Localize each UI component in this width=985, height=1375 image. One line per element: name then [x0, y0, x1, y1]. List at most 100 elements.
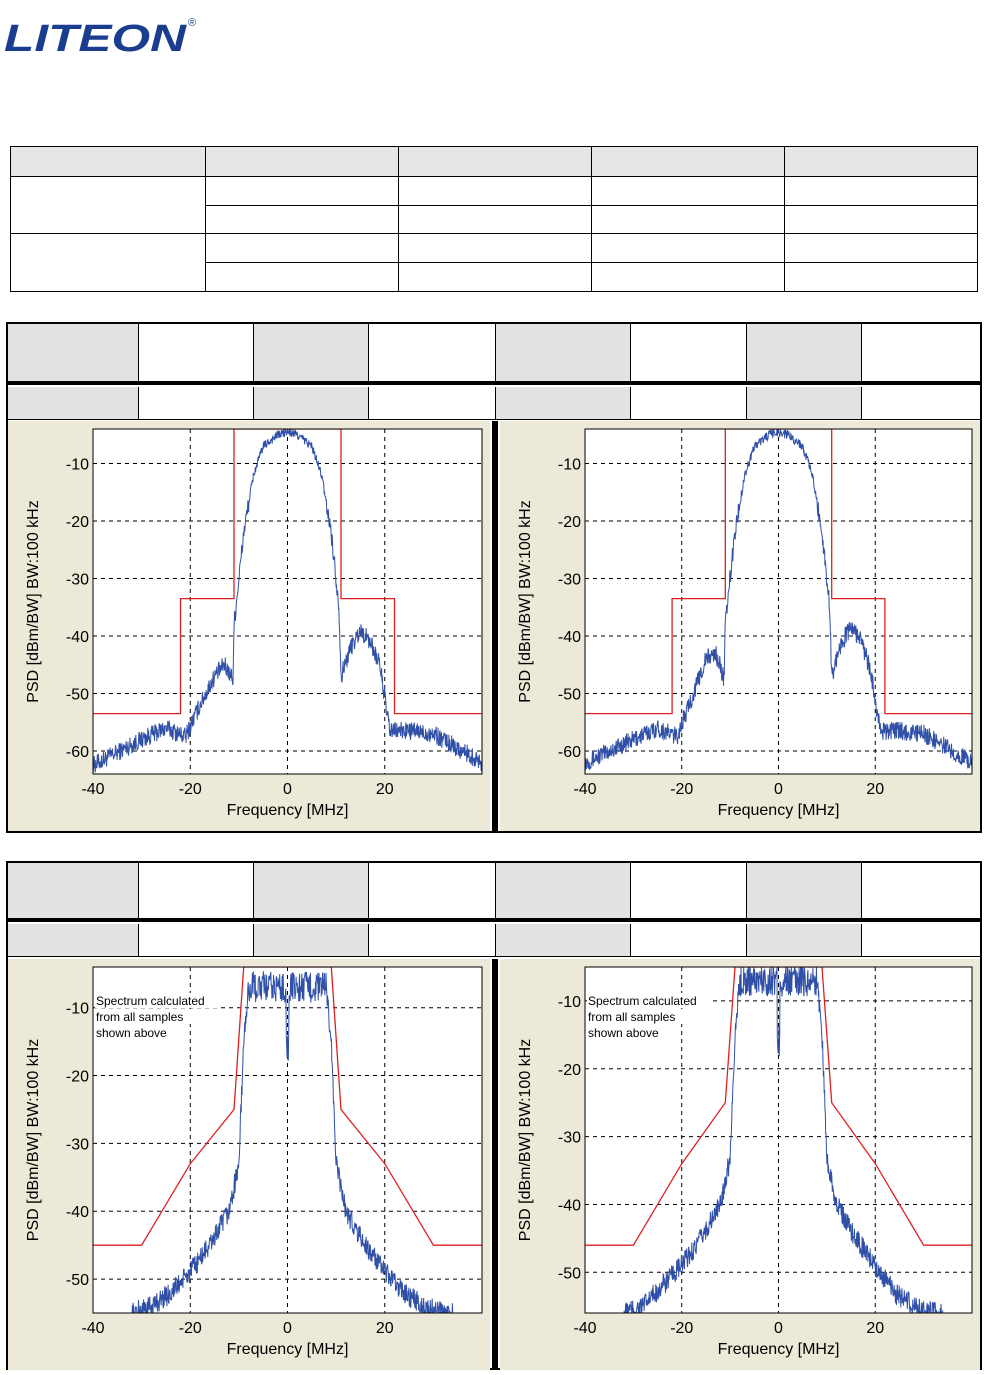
- y-tick-label: -50: [66, 687, 89, 704]
- y-axis-label: PSD [dBm/BW] BW:100 kHz: [25, 1039, 42, 1241]
- y-axis-label: PSD [dBm/BW] BW:100 kHz: [517, 500, 534, 702]
- panel-separator: [8, 918, 980, 922]
- spectrum-panel-2: -40 -20 0 20 -10 -20 -30 -40 -50 Frequency [MHz] P…: [6, 861, 982, 1370]
- y-tick-label: -60: [558, 744, 581, 761]
- y-tick-label: -50: [66, 1272, 89, 1289]
- chart-3: -40 -20 0 20 -10 -20 -30 -40 -50 Frequency [MHz] P…: [8, 959, 490, 1370]
- annotation-bg: [95, 1009, 200, 1024]
- chart-divider: [492, 421, 498, 833]
- y-tick-label: -30: [558, 572, 581, 589]
- table-group-cell: [10, 175, 206, 235]
- plot-frame: [584, 966, 973, 1314]
- chart-2: -40 -20 0 20 -10 -20 -30 -40 -50 -60 Frequency [MH…: [500, 421, 980, 831]
- table-cell: [205, 262, 399, 292]
- annotation-text: Spectrum calculated: [588, 994, 697, 1008]
- table-cell: [398, 204, 592, 235]
- annotation-text: shown above: [588, 1026, 659, 1040]
- spectral-mask-line: [585, 967, 972, 1246]
- y-tick-label: -20: [66, 1069, 89, 1086]
- annotation-text: shown above: [96, 1026, 167, 1040]
- x-tick-label: -40: [573, 1320, 596, 1337]
- panel-header-row: [8, 863, 980, 918]
- y-tick-label: -10: [66, 457, 89, 474]
- plot-frame: [92, 966, 483, 1314]
- y-tick-label: -10: [558, 994, 581, 1011]
- annotation-bg: [587, 1009, 692, 1024]
- annotation-text: from all samples: [96, 1010, 183, 1024]
- x-tick-label: 20: [376, 781, 394, 798]
- x-tick-label: 0: [283, 1320, 292, 1337]
- x-tick-label: -40: [573, 781, 596, 798]
- y-tick-label: -30: [558, 1130, 581, 1147]
- table-cell: [398, 262, 592, 292]
- table-cell: [784, 262, 978, 292]
- x-tick-label: -20: [670, 1320, 693, 1337]
- psd-trace: [623, 967, 944, 1313]
- table-cell: [205, 204, 399, 235]
- table-cell: [398, 175, 592, 206]
- table-header-cell: [205, 146, 399, 177]
- spectral-mask-line: [93, 429, 482, 715]
- x-tick-label: -20: [179, 781, 202, 798]
- psd-trace: [131, 971, 454, 1313]
- table-header-row: [10, 146, 978, 177]
- spectral-mask-line: [585, 429, 972, 715]
- y-tick-label: -20: [66, 514, 89, 531]
- panel-header-row: [8, 324, 980, 381]
- annotation-bg: [95, 993, 219, 1008]
- x-tick-label: -40: [81, 781, 104, 798]
- x-tick-label: -20: [179, 1320, 202, 1337]
- y-axis-label: PSD [dBm/BW] BW:100 kHz: [517, 1039, 534, 1241]
- liteon-logo: LITEON ®: [2, 8, 202, 60]
- x-axis-label: Frequency [MHz]: [718, 802, 840, 819]
- table-cell: [205, 175, 399, 206]
- psd-trace: [93, 429, 482, 774]
- y-tick-label: -50: [558, 1265, 581, 1282]
- x-tick-label: 20: [376, 1320, 394, 1337]
- y-tick-label: -40: [66, 629, 89, 646]
- plot-frame: [584, 428, 973, 775]
- x-tick-label: -40: [81, 1320, 104, 1337]
- y-tick-label: -20: [558, 1062, 581, 1079]
- x-axis-label: Frequency [MHz]: [718, 1341, 840, 1358]
- table-row: [10, 233, 978, 292]
- x-tick-label: 0: [283, 781, 292, 798]
- annotation-text: from all samples: [588, 1010, 675, 1024]
- chart-4: -40 -20 0 20 -10 -20 -30 -40 -50 Frequency [MHz] P…: [500, 959, 980, 1370]
- y-tick-label: -20: [558, 514, 581, 531]
- y-tick-label: -40: [558, 629, 581, 646]
- table-header-cell: [10, 146, 206, 177]
- registered-mark: ®: [188, 17, 196, 29]
- table-header-cell: [591, 146, 785, 177]
- plot-frame: [92, 428, 483, 775]
- table-cell: [784, 204, 978, 235]
- table-cell: [205, 233, 399, 264]
- x-tick-label: 20: [866, 781, 884, 798]
- table-cell: [784, 175, 978, 206]
- x-tick-label: -20: [670, 781, 693, 798]
- table-cell: [591, 233, 785, 264]
- logo-text: LITEON: [4, 18, 188, 58]
- panel-subheader-row: [8, 924, 980, 957]
- spectrum-panel-1: -40 -20 0 20 -10 -20 -30 -40 -50 -60 Frequency [MH…: [6, 322, 982, 833]
- table-group-cell: [10, 233, 206, 292]
- chart-divider: [492, 959, 498, 1370]
- table-header-cell: [784, 146, 978, 177]
- y-tick-label: -40: [558, 1197, 581, 1214]
- table-row: [10, 175, 978, 235]
- spectral-mask-line: [93, 967, 482, 1246]
- psd-trace: [585, 429, 972, 772]
- y-tick-label: -40: [66, 1204, 89, 1221]
- table-cell: [591, 175, 785, 206]
- x-tick-label: 20: [866, 1320, 884, 1337]
- y-tick-label: -30: [66, 572, 89, 589]
- x-axis-label: Frequency [MHz]: [227, 802, 349, 819]
- annotation-text: Spectrum calculated: [96, 994, 205, 1008]
- table-row: [11, 262, 978, 292]
- y-axis-label: PSD [dBm/BW] BW:100 kHz: [25, 500, 42, 702]
- table-cell: [591, 204, 785, 235]
- panel-subheader-row: [8, 387, 980, 420]
- y-tick-label: -30: [66, 1136, 89, 1153]
- table-cell: [398, 233, 592, 264]
- annotation-bg: [587, 1025, 661, 1040]
